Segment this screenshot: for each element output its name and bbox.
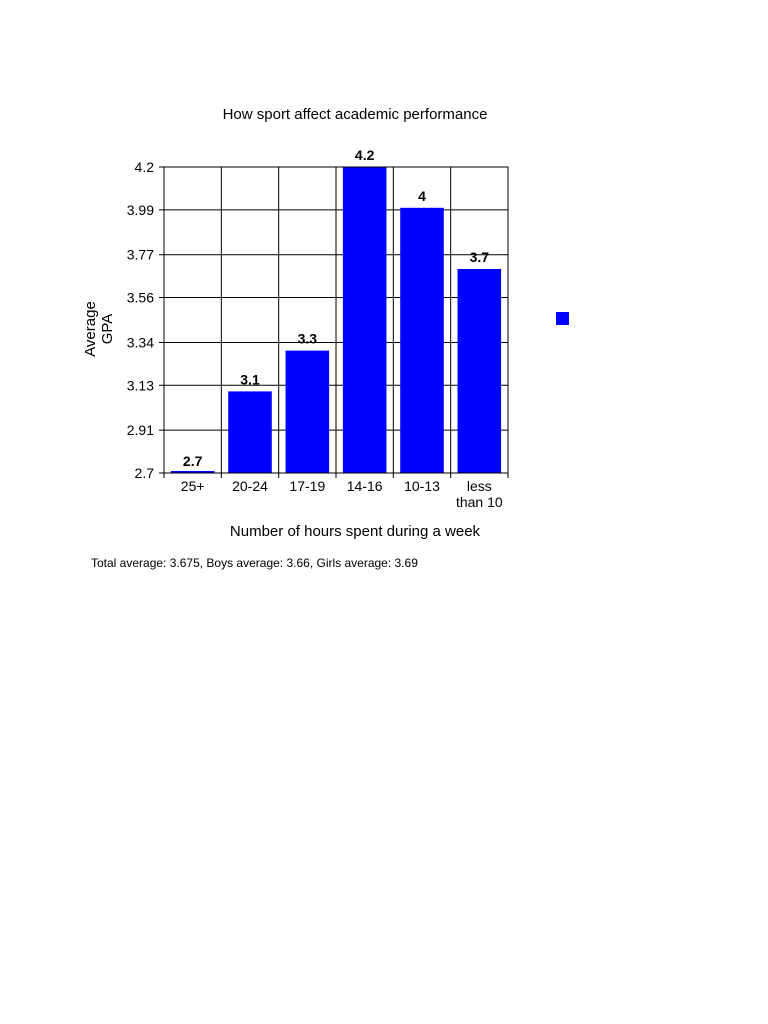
bars <box>170 167 502 474</box>
bar <box>400 207 444 474</box>
y-tick-label: 2.7 <box>135 465 155 481</box>
chart-title: How sport affect academic performance <box>223 106 488 123</box>
y-tick-label: 3.56 <box>127 290 154 306</box>
y-tick-label: 3.77 <box>127 247 154 263</box>
x-tick-label: 17-19 <box>289 478 325 494</box>
data-label: 2.7 <box>183 453 203 469</box>
x-axis-label: Number of hours spent during a week <box>230 523 481 540</box>
data-labels: 2.7 3.1 3.3 4.2 4 3.7 <box>183 147 489 469</box>
y-tick-label: 4.2 <box>135 159 155 175</box>
bar <box>457 269 502 473</box>
y-tick-label: 3.34 <box>127 334 154 350</box>
y-tick-label: 3.13 <box>127 377 154 393</box>
x-tick-label: 10-13 <box>404 478 440 494</box>
grid-lines <box>164 166 508 474</box>
x-tick-label: 25+ <box>181 478 205 494</box>
y-tick-label: 3.99 <box>127 202 154 218</box>
bar-chart: How sport affect academic performance 2.… <box>82 106 569 540</box>
bar <box>228 391 272 473</box>
bar <box>342 167 387 473</box>
legend-marker <box>556 312 569 325</box>
bar <box>170 471 215 473</box>
plot-frame <box>159 166 509 478</box>
bar <box>285 350 330 473</box>
data-label: 3.7 <box>470 249 490 265</box>
x-tick-label: 20-24 <box>232 478 268 494</box>
y-axis-label: AverageGPA <box>82 301 116 357</box>
x-tick-label: less than 10 <box>456 478 503 510</box>
y-tick-label: 2.91 <box>127 422 154 438</box>
x-tick-label: 14-16 <box>347 478 383 494</box>
data-label: 3.3 <box>298 331 318 347</box>
data-label: 4.2 <box>355 147 375 163</box>
data-label: 4 <box>418 188 426 204</box>
footnote-averages: Total average: 3.675, Boys average: 3.66… <box>91 556 418 570</box>
y-tick-labels: 2.7 2.91 3.13 3.34 3.56 3.77 3.99 4.2 <box>127 159 154 481</box>
x-tick-labels: 25+ 20-24 17-19 14-16 10-13 less than 10 <box>181 478 503 510</box>
data-label: 3.1 <box>240 371 260 387</box>
